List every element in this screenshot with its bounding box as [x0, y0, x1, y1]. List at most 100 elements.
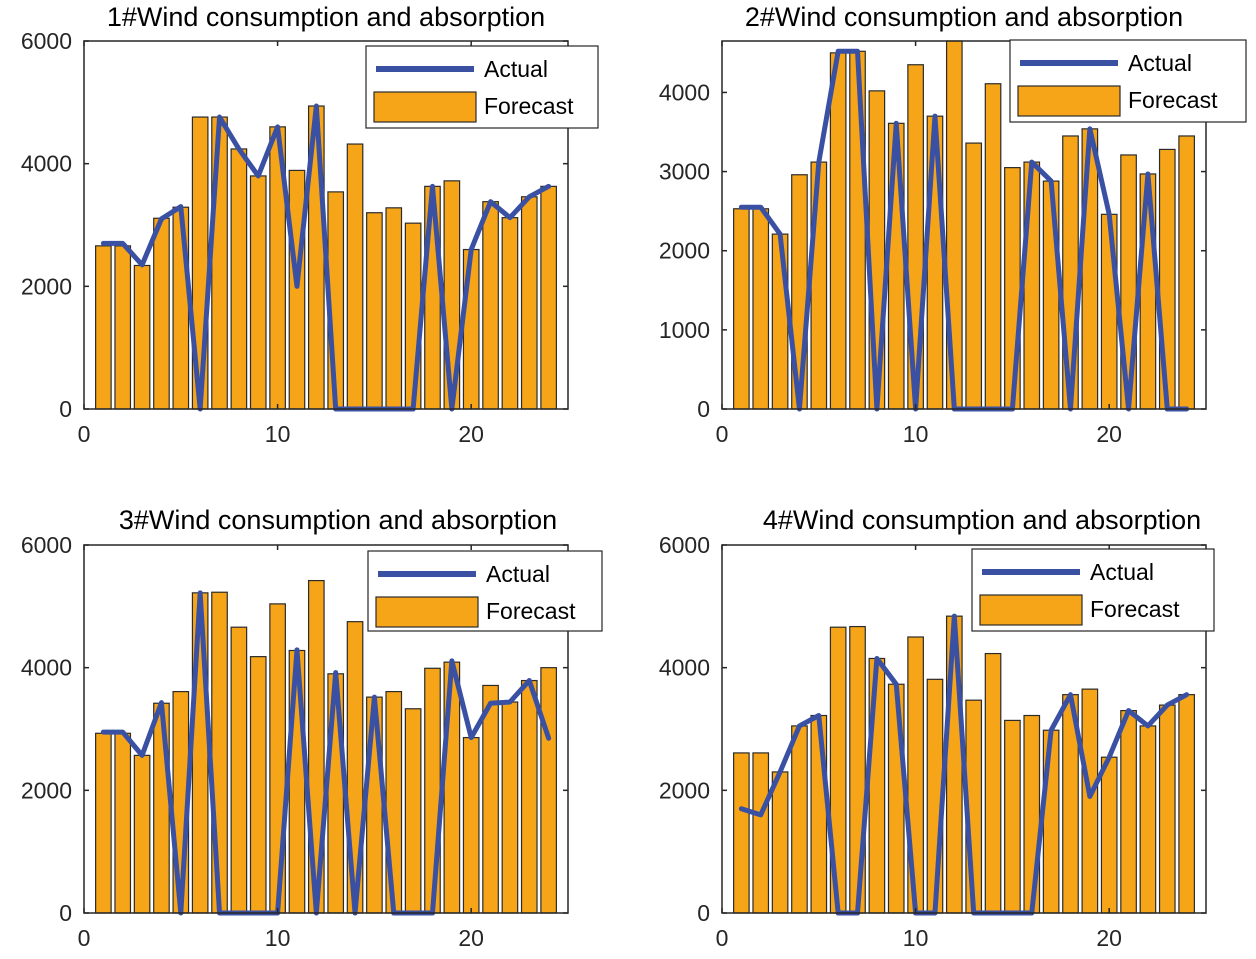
y-tick-label: 0 — [59, 396, 72, 422]
actual-point — [1048, 178, 1054, 184]
actual-point — [952, 613, 957, 619]
forecast-bar — [984, 652, 1002, 914]
actual-point — [546, 736, 551, 741]
forecast-bar — [1178, 135, 1195, 410]
y-tick-label: 4000 — [21, 151, 72, 177]
actual-point — [758, 204, 763, 210]
x-tick-label: 20 — [458, 925, 484, 951]
actual-point — [101, 241, 106, 246]
forecast-bars — [733, 615, 1195, 914]
actual-point — [256, 173, 261, 179]
actual-point — [139, 262, 145, 268]
legend-label: Forecast — [1128, 87, 1218, 113]
forecast-bar — [520, 679, 538, 914]
forecast-bar — [95, 245, 112, 410]
forecast-bar — [462, 736, 480, 914]
actual-point — [488, 701, 493, 706]
forecast-bar — [346, 143, 364, 410]
actual-point — [797, 723, 802, 729]
legend-swatch-forecast — [979, 594, 1083, 626]
y-tick-label: 3000 — [659, 159, 710, 185]
legend: Actual Forecast — [365, 45, 599, 129]
forecast-bar — [482, 684, 499, 914]
legend: Actual Forecast — [971, 548, 1215, 632]
actual-point — [527, 678, 532, 683]
forecast-bar — [520, 196, 538, 410]
forecast-bar — [965, 142, 983, 410]
actual-point — [159, 216, 164, 222]
legend: Actual Forecast — [1009, 39, 1247, 123]
actual-point — [197, 590, 203, 596]
chart-panel-1: 1#Wind consumption and absorption 0 2000 40… — [21, 2, 599, 447]
legend-label: Forecast — [486, 598, 576, 624]
y-tick-label: 2000 — [659, 238, 710, 264]
actual-point — [139, 753, 145, 758]
actual-point — [1087, 794, 1093, 799]
actual-point — [874, 656, 880, 661]
forecast-bar — [385, 207, 403, 410]
forecast-bar — [810, 161, 828, 410]
x-tick-label: 0 — [78, 925, 91, 951]
legend-entry-actual: Actual — [378, 561, 550, 587]
actual-point — [1145, 171, 1151, 177]
actual-point — [120, 241, 125, 246]
actual-point — [469, 247, 474, 252]
actual-line — [100, 590, 552, 916]
actual-point — [835, 49, 841, 54]
actual-line — [100, 103, 552, 412]
actual-point — [527, 194, 532, 199]
chart-title: 4#Wind consumption and absorption — [763, 505, 1201, 535]
actual-point — [816, 713, 821, 718]
forecast-bar — [191, 592, 209, 914]
legend-swatch-forecast — [1017, 85, 1121, 117]
forecast-bar — [926, 115, 944, 410]
forecast-bar — [133, 754, 151, 914]
forecast-bar — [482, 201, 499, 410]
legend-entry-forecast: Forecast — [373, 91, 574, 123]
actual-point — [372, 694, 377, 700]
axes-frame — [721, 40, 1207, 410]
forecast-bar — [211, 116, 228, 410]
actual-point — [1184, 692, 1189, 697]
legend-entry-forecast: Forecast — [1017, 85, 1218, 117]
x-tick-label: 20 — [458, 421, 484, 447]
forecast-bar — [771, 233, 789, 410]
forecast-bar — [1158, 704, 1176, 914]
forecast-bar — [1042, 180, 1060, 410]
forecast-bar — [1004, 719, 1021, 914]
legend-entry-actual: Actual — [982, 559, 1154, 585]
x-tick-label: 10 — [265, 925, 291, 951]
forecast-bar — [153, 217, 170, 410]
legend-entry-forecast: Forecast — [979, 594, 1180, 626]
actual-point — [488, 199, 493, 204]
forecast-bar — [1081, 128, 1099, 410]
actual-point — [333, 670, 338, 675]
forecast-bar — [114, 732, 132, 914]
x-tick-label: 10 — [265, 421, 291, 447]
forecast-bar — [1120, 709, 1137, 914]
forecast-bar — [1023, 161, 1041, 410]
y-tick-label: 0 — [697, 900, 710, 926]
actual-point — [469, 735, 474, 740]
actual-point — [1165, 702, 1170, 708]
forecast-bars — [95, 105, 557, 410]
legend-entry-actual: Actual — [1020, 50, 1192, 76]
actual-markers — [739, 613, 1189, 916]
actual-point — [546, 184, 551, 189]
forecast-bar — [424, 185, 441, 410]
forecast-bar — [114, 245, 132, 410]
forecast-bar — [540, 667, 557, 914]
forecast-bars — [733, 40, 1195, 410]
actual-point — [855, 49, 860, 54]
forecast-bar — [404, 708, 422, 914]
actual-point — [217, 114, 222, 120]
y-tick-label: 0 — [697, 396, 710, 422]
forecast-bar — [868, 657, 886, 914]
forecast-bar — [1139, 725, 1157, 914]
chart-title: 1#Wind consumption and absorption — [107, 2, 545, 32]
forecast-bar — [752, 752, 770, 914]
forecast-bar — [771, 771, 789, 914]
legend-swatch-forecast — [375, 596, 479, 628]
legend-entry-actual: Actual — [376, 56, 548, 82]
y-tick-label: 2000 — [21, 273, 72, 299]
